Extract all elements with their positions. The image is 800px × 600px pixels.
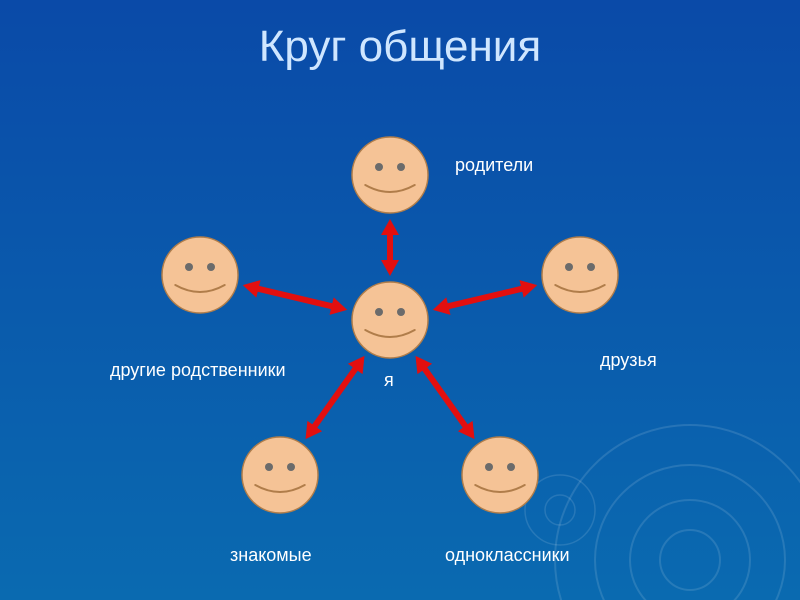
face-bottom-right: [462, 437, 538, 513]
slide: Круг общения я родители другие родственн…: [0, 0, 800, 600]
node-label-right: друзья: [600, 350, 657, 371]
face-left: [162, 237, 238, 313]
face-center: [352, 282, 428, 358]
node-label-bottom-left: знакомые: [230, 545, 312, 566]
double-arrow: [243, 280, 347, 315]
double-arrow: [306, 356, 365, 439]
node-label-top: родители: [455, 155, 533, 176]
face-top: [352, 137, 428, 213]
double-arrow: [416, 356, 475, 439]
face-bottom-left: [242, 437, 318, 513]
double-arrow: [381, 219, 399, 276]
double-arrow: [433, 280, 537, 315]
node-label-left: другие родственники: [110, 360, 286, 381]
node-label-bottom-right: одноклассники: [445, 545, 570, 566]
face-right: [542, 237, 618, 313]
center-label: я: [384, 370, 394, 391]
diagram-svg: [0, 0, 800, 600]
ripple-decoration: [525, 425, 800, 600]
